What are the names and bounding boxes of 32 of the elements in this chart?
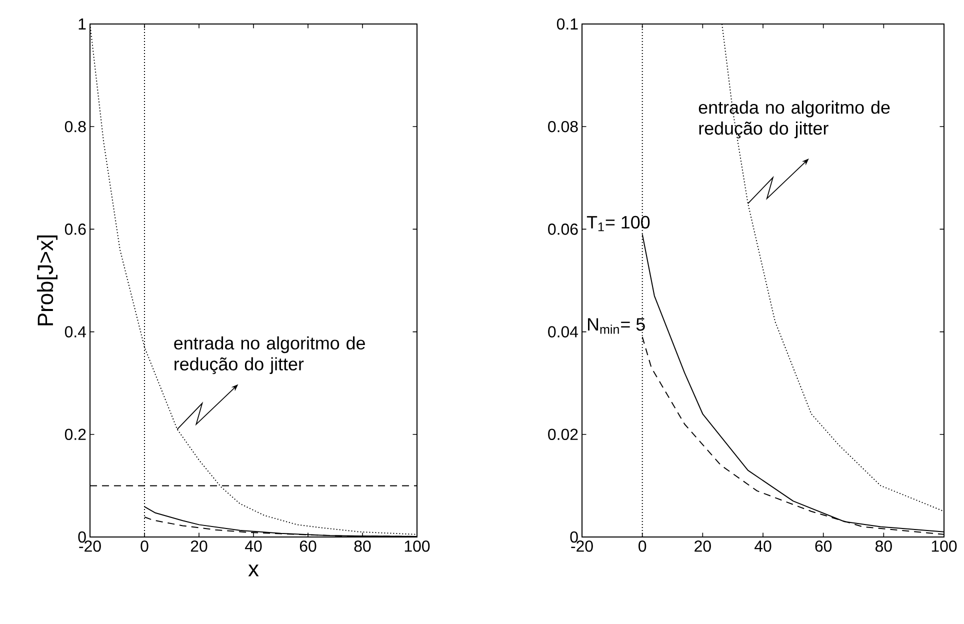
y-tick-label: 0.6 (64, 224, 86, 235)
x-tick-label: 80 (354, 540, 371, 552)
x-tick-label: 40 (754, 540, 772, 552)
x-tick-label: 20 (694, 540, 711, 552)
annotation: T$_{1}$= 100 (586, 216, 650, 232)
x-tick-label: 100 (404, 540, 430, 552)
x-tick-label: 0 (140, 540, 148, 552)
x-tick-label: -20 (571, 540, 593, 552)
y-tick-label: 0.4 (64, 326, 86, 338)
x-tick-label: -20 (79, 540, 101, 552)
x-axis-title: x (248, 564, 259, 576)
y-axis-title: Prob[J>x] (37, 235, 58, 326)
x-tick-label: 100 (932, 540, 957, 552)
y-tick-label: 0.02 (548, 428, 578, 440)
y-tick-label: 0 (78, 531, 86, 543)
x-tick-label: 0 (638, 540, 646, 552)
y-tick-label: 0.2 (64, 428, 86, 440)
x-tick-label: 60 (815, 540, 832, 552)
x-tick-label: 40 (244, 540, 262, 552)
x-tick-label: 80 (876, 540, 892, 552)
y-tick-label: 1 (78, 18, 86, 30)
y-tick-label: 0.06 (548, 224, 578, 235)
x-tick-label: 20 (190, 540, 208, 552)
y-tick-label: 0.08 (548, 120, 578, 132)
y-tick-label: 0 (570, 531, 578, 543)
annotation: entrada no algoritmo de redução do jitter (698, 100, 890, 138)
y-tick-label: 0.8 (64, 120, 86, 132)
y-tick-label: 0.04 (548, 326, 578, 338)
annotation: N$_{min}$= 5 (588, 318, 645, 334)
y-tick-label: 0.1 (556, 18, 578, 30)
x-tick-label: 60 (300, 540, 316, 552)
annotation: entrada no algoritmo de redução do jitter (174, 336, 365, 374)
